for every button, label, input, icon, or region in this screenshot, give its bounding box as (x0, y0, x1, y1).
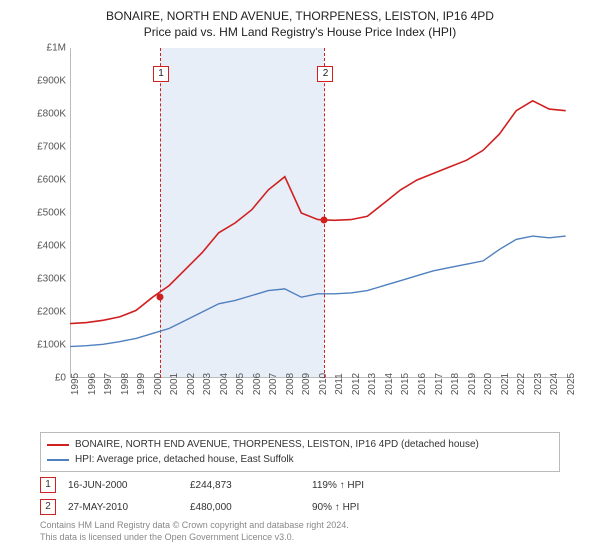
sale-marker-num: 2 (40, 499, 56, 515)
sale-marker-box: 2 (317, 66, 333, 82)
sale-pct: 90% ↑ HPI (312, 502, 412, 513)
sale-dot (157, 294, 164, 301)
chart-title: BONAIRE, NORTH END AVENUE, THORPENESS, L… (0, 0, 600, 40)
sale-marker-box: 1 (153, 66, 169, 82)
sale-date: 27-MAY-2010 (68, 502, 178, 513)
y-tick-label: £800K (20, 109, 66, 120)
line-series (70, 48, 574, 378)
y-tick-label: £0 (20, 373, 66, 384)
chart: 12 £0£100K£200K£300K£400K£500K£600K£700K… (20, 48, 580, 418)
sales-row: 1 16-JUN-2000 £244,873 119% ↑ HPI (40, 474, 560, 496)
y-tick-label: £100K (20, 340, 66, 351)
sale-date: 16-JUN-2000 (68, 480, 178, 491)
y-tick-label: £300K (20, 274, 66, 285)
sale-pct: 119% ↑ HPI (312, 480, 412, 491)
y-tick-label: £1M (20, 43, 66, 54)
legend-item-1: BONAIRE, NORTH END AVENUE, THORPENESS, L… (47, 437, 553, 452)
sales-table: 1 16-JUN-2000 £244,873 119% ↑ HPI 2 27-M… (40, 474, 560, 518)
sale-price: £480,000 (190, 502, 300, 513)
footer: Contains HM Land Registry data © Crown c… (40, 520, 560, 543)
footer-line-2: This data is licensed under the Open Gov… (40, 532, 560, 544)
plot-area: 12 (70, 48, 574, 378)
sale-dot (321, 216, 328, 223)
title-line-1: BONAIRE, NORTH END AVENUE, THORPENESS, L… (0, 8, 600, 24)
y-tick-label: £500K (20, 208, 66, 219)
footer-line-1: Contains HM Land Registry data © Crown c… (40, 520, 560, 532)
series-line (70, 101, 566, 324)
legend-label-2: HPI: Average price, detached house, East… (75, 452, 294, 467)
y-tick-label: £400K (20, 241, 66, 252)
sale-price: £244,873 (190, 480, 300, 491)
y-tick-label: £700K (20, 142, 66, 153)
sale-marker-num: 1 (40, 477, 56, 493)
y-tick-label: £600K (20, 175, 66, 186)
legend: BONAIRE, NORTH END AVENUE, THORPENESS, L… (40, 432, 560, 472)
series-line (70, 236, 566, 347)
sales-row: 2 27-MAY-2010 £480,000 90% ↑ HPI (40, 496, 560, 518)
legend-label-1: BONAIRE, NORTH END AVENUE, THORPENESS, L… (75, 437, 479, 452)
y-tick-label: £200K (20, 307, 66, 318)
legend-swatch-2 (47, 459, 69, 461)
title-line-2: Price paid vs. HM Land Registry's House … (0, 24, 600, 40)
legend-item-2: HPI: Average price, detached house, East… (47, 452, 553, 467)
y-tick-label: £900K (20, 76, 66, 87)
legend-swatch-1 (47, 444, 69, 446)
